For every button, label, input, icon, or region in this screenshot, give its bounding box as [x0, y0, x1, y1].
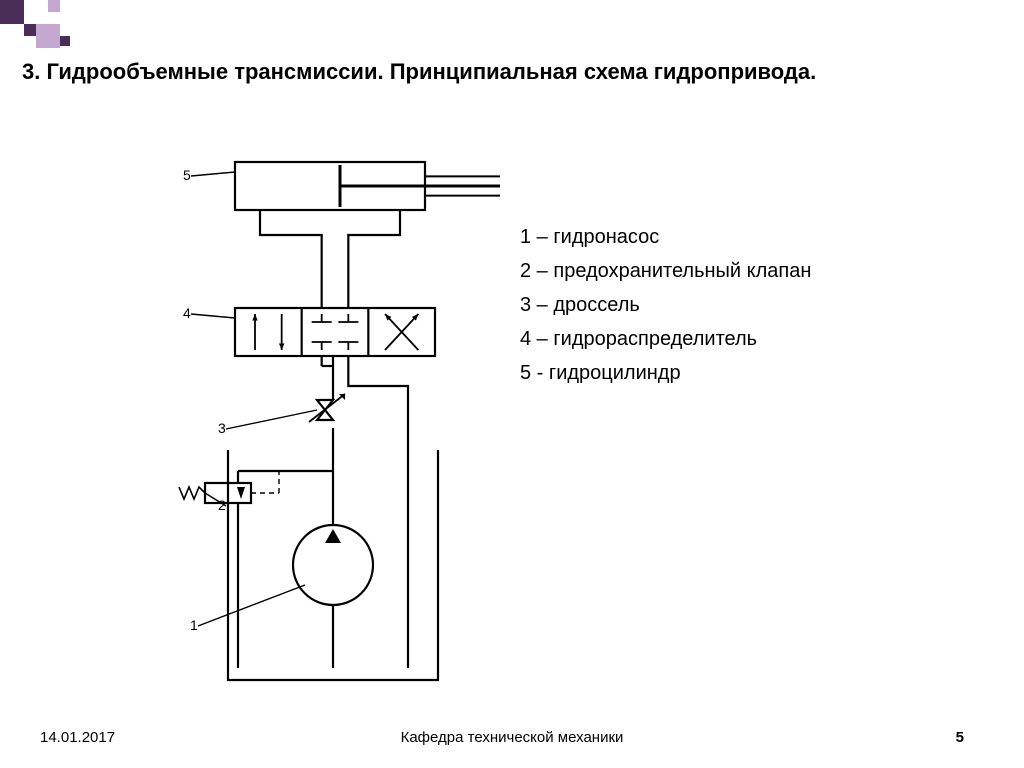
footer-center: Кафедра технической механики: [0, 729, 1024, 746]
legend-item: 4 – гидрораспределитель: [520, 322, 811, 356]
title-text: Гидрообъемные трансмиссии. Принципиальна…: [46, 59, 816, 84]
legend-item: 3 – дроссель: [520, 288, 811, 322]
legend-item: 5 - гидроцилиндр: [520, 356, 811, 390]
callout-number: 5: [183, 167, 191, 183]
corner-decoration: [0, 0, 90, 60]
legend-item: 2 – предохранительный клапан: [520, 254, 811, 288]
callout-number: 3: [218, 420, 226, 436]
footer-page: 5: [956, 729, 964, 746]
hydraulic-schematic: 5 4 3 2 1: [80, 150, 500, 710]
callout-number: 4: [183, 305, 191, 321]
legend-item: 1 – гидронасос: [520, 220, 811, 254]
slide-title: 3. Гидрообъемные трансмиссии. Принципиал…: [22, 58, 816, 87]
callout-number: 2: [218, 497, 226, 513]
section-number: 3.: [22, 59, 40, 84]
callout-number: 1: [190, 617, 198, 633]
legend: 1 – гидронасос2 – предохранительный клап…: [520, 220, 811, 390]
